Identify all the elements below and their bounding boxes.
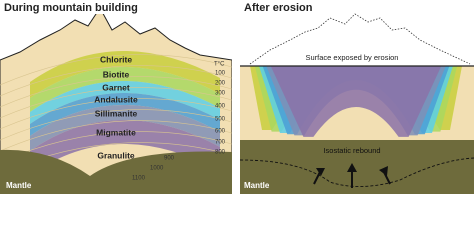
temperature-unit: T°C [214, 62, 225, 68]
zone-band [30, 50, 220, 98]
isotherm-label: 600 [215, 129, 226, 135]
deep-isotherm: 1000 [150, 166, 164, 172]
isotherm-label: 700 [215, 140, 226, 146]
isotherm-label: 200 [215, 81, 226, 87]
left-title: During mountain building [4, 2, 138, 14]
left-panel [0, 14, 232, 194]
surface-label: Surface exposed by erosion [306, 53, 399, 62]
deep-isotherm: 900 [164, 156, 175, 162]
zone-label: Migmatite [96, 127, 136, 137]
mantle-label: Mantle [244, 181, 270, 190]
isotherm-line [0, 131, 232, 163]
isotherm-line [0, 109, 232, 141]
mantle-label: Mantle [6, 181, 32, 190]
zone-band [270, 66, 442, 137]
zone-label: Garnet [102, 82, 130, 92]
zone-band [30, 104, 220, 151]
isotherm-label: 100 [215, 71, 226, 77]
diagram: During mountain building Chlorite Biotit… [0, 2, 474, 194]
zone-label: Andalusite [94, 94, 138, 104]
isotherm-label: 800 [215, 150, 226, 156]
isotherm-line [0, 87, 232, 119]
isotherm-label: 300 [215, 91, 226, 97]
old-mantle-boundary [239, 157, 474, 187]
isotherm-line [0, 65, 232, 97]
zone-band [30, 119, 220, 175]
zone-band [30, 92, 220, 136]
isotherm-label: 500 [215, 117, 226, 123]
rebound-label: Isostatic rebound [323, 146, 380, 155]
deep-isotherm: 1100 [132, 176, 146, 182]
zone-label: Sillimanite [95, 108, 138, 118]
zone-label: Chlorite [100, 54, 132, 64]
eroded-outline [249, 13, 471, 65]
zone-label: Biotite [103, 69, 130, 79]
right-title: After erosion [244, 2, 313, 14]
rebound-arrows [313, 163, 391, 188]
isotherm-line [0, 54, 232, 86]
mantle-area [0, 149, 232, 194]
isotherm-line [0, 98, 232, 130]
isotherm-line [0, 120, 232, 152]
isotherm-label: 400 [215, 104, 226, 110]
zone-band [30, 80, 220, 124]
zone-label: Granulite [97, 150, 135, 160]
isotherm-line [0, 76, 232, 108]
mantle-area [240, 140, 474, 194]
